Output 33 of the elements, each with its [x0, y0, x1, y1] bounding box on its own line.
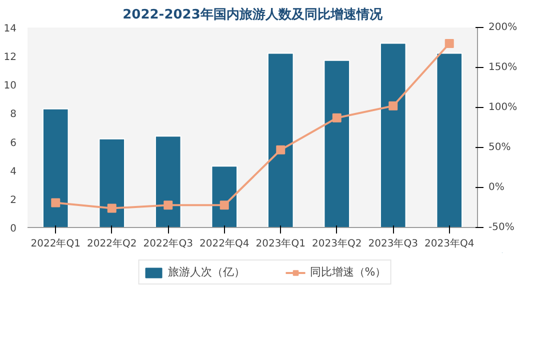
y-tick-label: 10 [4, 80, 17, 92]
point [164, 200, 173, 210]
y-tick-label: 6 [10, 138, 17, 149]
point [388, 101, 398, 110]
x-tick-label: 2023年Q3 [368, 238, 418, 250]
y-tick-label: 8 [10, 109, 17, 120]
y-tick-label: 4 [10, 166, 17, 178]
y2-tick-label: 100% [488, 102, 518, 113]
point [276, 145, 286, 154]
x-tick-label: 2022年Q2 [87, 238, 137, 250]
x-tick-label: 2023年Q4 [424, 238, 474, 250]
y2-tick-label: 150% [488, 62, 518, 73]
y-tick-label: 0 [10, 224, 17, 234]
point [51, 198, 60, 208]
x-tick-label: 2023年Q1 [256, 238, 306, 250]
y2-tick-label: -50% [488, 222, 514, 233]
chart-title: 2022-2023年国内旅游人数及同比增速情况 [122, 6, 384, 22]
y-tick-label: 14 [4, 24, 17, 34]
point [332, 113, 342, 122]
x-tick-label: 2022年Q1 [30, 238, 80, 250]
point [107, 204, 116, 213]
x-tick-label: 2022年Q4 [200, 238, 250, 250]
x-tick-label: 2022年Q3 [143, 238, 193, 250]
x-tick-label: 2023年Q2 [312, 238, 362, 250]
y-tick-label: 12 [4, 52, 17, 64]
point [220, 200, 229, 210]
y2-tick-label: 50% [488, 142, 511, 153]
legend-label: 旅游人次（亿） [168, 264, 245, 280]
y2-tick-label: 0% [488, 182, 504, 193]
point [444, 39, 454, 48]
y-tick-label: 2 [10, 194, 17, 206]
legend-label: 同比增速（%） [310, 264, 386, 280]
y2-tick-label: 200% [488, 22, 518, 33]
